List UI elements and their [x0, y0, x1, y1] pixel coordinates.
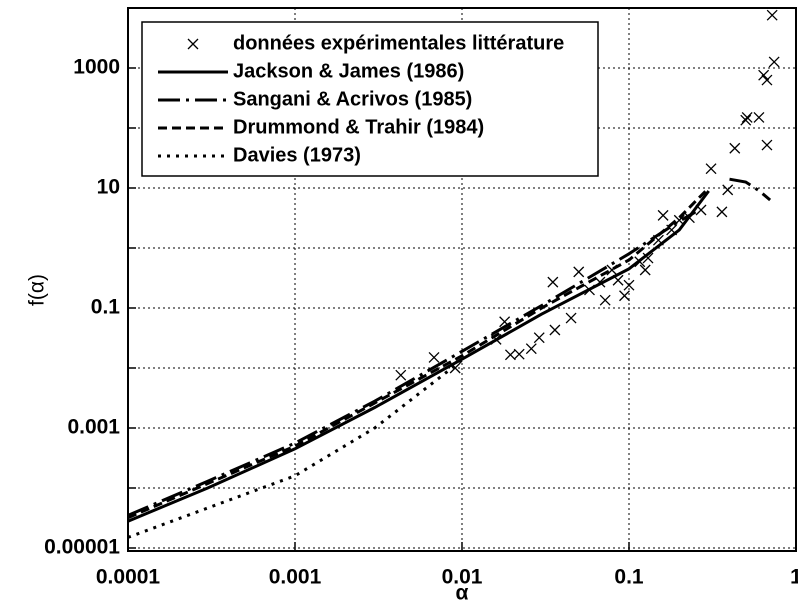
data-point — [657, 209, 669, 221]
data-point — [768, 56, 780, 68]
y-axis-label: f(α) — [26, 274, 49, 306]
y-tick-label: 10 — [97, 176, 120, 199]
y-tick-label: 0.1 — [91, 296, 121, 319]
data-point — [761, 74, 773, 86]
data-point — [623, 279, 635, 291]
legend-label: données expérimentales littérature — [233, 32, 564, 54]
data-point — [573, 266, 585, 278]
data-line — [127, 177, 772, 517]
data-point — [705, 163, 717, 175]
data-point — [565, 312, 577, 324]
x-tick-label: 0.001 — [269, 566, 322, 589]
legend-box — [141, 21, 599, 177]
data-point — [642, 252, 654, 264]
legend-label: Davies (1973) — [233, 144, 361, 166]
data-point — [549, 324, 561, 336]
data-point — [525, 343, 537, 355]
data-point — [428, 351, 440, 363]
data-point — [740, 114, 752, 126]
data-point — [619, 290, 630, 302]
legend-symbol — [187, 38, 199, 50]
data-point — [639, 264, 651, 276]
data-point — [758, 69, 770, 81]
legend-label: Sangani & Acrivos (1985) — [233, 88, 472, 110]
data-line — [127, 186, 710, 520]
y-tick-label: 1000 — [73, 56, 120, 79]
data-point — [504, 349, 516, 361]
legend-label: Drummond & Trahir (1984) — [233, 116, 484, 138]
legend-label: Jackson & James (1986) — [233, 60, 464, 82]
x-tick-label: 0.0001 — [96, 566, 161, 589]
y-tick-label: 0.001 — [67, 416, 120, 439]
data-point — [766, 9, 778, 21]
data-point — [395, 369, 407, 381]
y-tick-label: 0.00001 — [44, 536, 120, 559]
data-point — [722, 184, 734, 196]
data-point — [547, 276, 559, 288]
x-axis-label: α — [456, 582, 469, 605]
data-point — [761, 139, 773, 151]
x-tick-label: 0.01 — [442, 566, 483, 589]
data-point — [533, 332, 545, 344]
data-point — [716, 206, 728, 218]
data-point — [513, 348, 525, 360]
data-point — [753, 111, 765, 123]
data-point — [741, 111, 753, 123]
data-point — [599, 294, 611, 306]
plot-frame — [127, 7, 797, 552]
data-line — [127, 190, 710, 523]
x-tick-label: 0.1 — [614, 566, 644, 589]
data-point — [729, 142, 741, 154]
x-tick-label: 1 — [790, 566, 798, 589]
data-line — [127, 359, 463, 539]
